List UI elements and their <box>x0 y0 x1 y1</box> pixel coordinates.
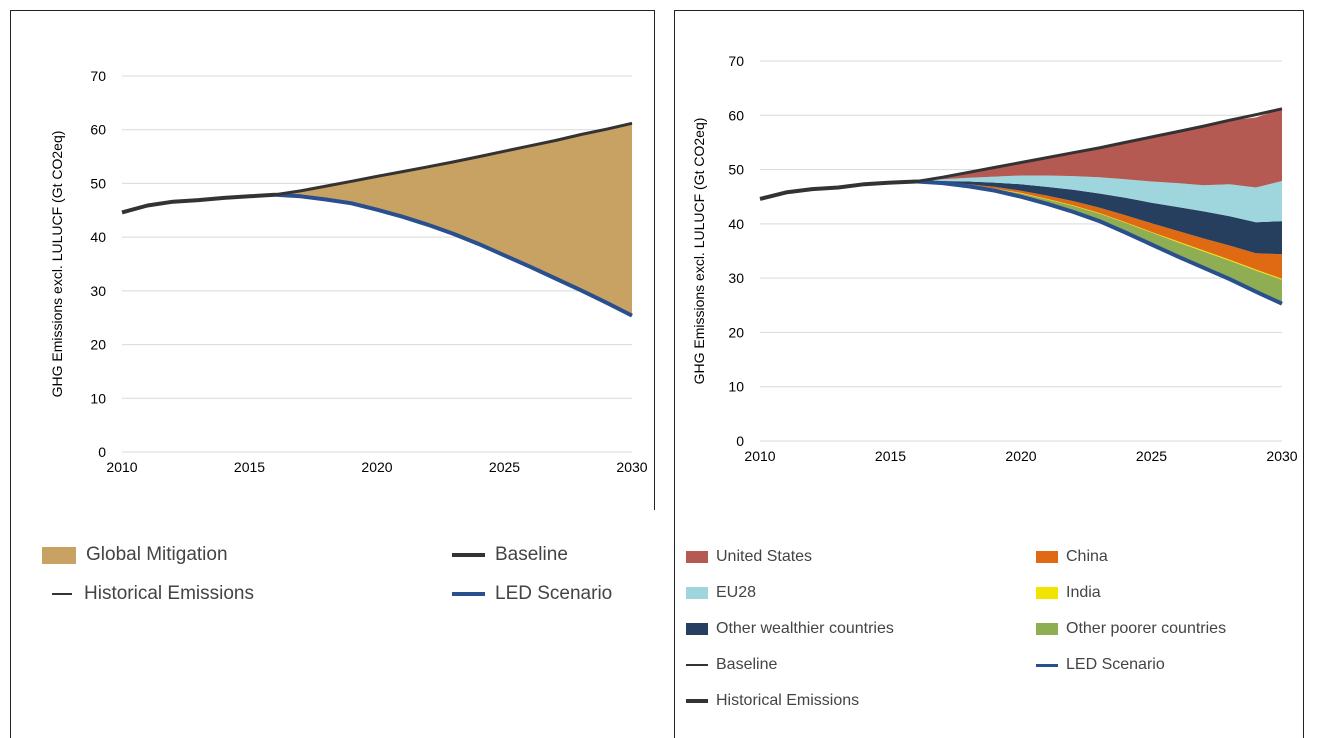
y-axis-label-right: GHG Emissions excl. LULUCF (Gt CO2eq) <box>691 118 707 385</box>
legend-label-led: LED Scenario <box>495 583 613 604</box>
historical-right-swatch <box>686 699 708 703</box>
legend-label-baseline-right: Baseline <box>716 656 778 673</box>
legend-item-historical: Historical Emissions <box>52 583 254 605</box>
area-other-wealthier-countries <box>916 181 1282 255</box>
y-axis-label-left: GHG Emissions excl. LULUCF (Gt CO2eq) <box>49 131 65 398</box>
x-tick-label-2015-left: 2015 <box>234 459 265 475</box>
x-tick-label-2010-right: 2010 <box>744 448 775 464</box>
y-tick-label-20-right: 20 <box>728 324 744 340</box>
y-tick-label-40-left: 40 <box>90 229 106 245</box>
legend-item-other-poorer: Other poorer countries <box>1036 620 1226 638</box>
x-tick-label-2025-right: 2025 <box>1136 448 1167 464</box>
y-tick-label-0-left: 0 <box>98 444 106 460</box>
legend-label-global-mitigation: Global Mitigation <box>86 544 228 565</box>
legend-item-other-wealthier: Other wealthier countries <box>686 620 894 638</box>
x-tick-label-2025-left: 2025 <box>489 459 520 475</box>
eu28-swatch <box>686 587 708 599</box>
x-tick-label-2015-right: 2015 <box>875 448 906 464</box>
legend-label-historical: Historical Emissions <box>84 583 254 604</box>
legend-item-india: India <box>1036 584 1101 602</box>
global-mitigation-area <box>275 123 632 316</box>
historical-swatch <box>52 593 72 595</box>
y-tick-label-60-left: 60 <box>90 122 106 138</box>
legend-label-india: India <box>1066 584 1101 601</box>
legend-label-led-right: LED Scenario <box>1066 656 1165 673</box>
other-poorer-swatch <box>1036 623 1058 635</box>
y-tick-label-30-left: 30 <box>90 283 106 299</box>
y-tick-label-60-right: 60 <box>728 107 744 123</box>
legend-item-led-right: LED Scenario <box>1036 656 1165 674</box>
legend-item-baseline: Baseline <box>452 544 568 566</box>
other-wealthier-swatch <box>686 623 708 635</box>
right-legend: United States EU28 Other wealthier count… <box>674 540 1304 730</box>
x-tick-label-2030-left: 2030 <box>616 459 647 475</box>
legend-item-global-mitigation: Global Mitigation <box>42 544 228 566</box>
india-swatch <box>1036 587 1058 599</box>
area-eu28 <box>916 175 1282 223</box>
legend-item-united-states: United States <box>686 548 812 566</box>
legend-item-baseline-right: Baseline <box>686 656 777 674</box>
legend-label-other-poorer: Other poorer countries <box>1066 620 1227 637</box>
global-mitigation-swatch <box>42 546 76 564</box>
baseline-line-right <box>916 107 1283 183</box>
right-frame-left-border <box>674 10 675 738</box>
y-tick-label-0-right: 0 <box>736 433 744 449</box>
led-right-swatch <box>1036 663 1058 667</box>
y-tick-label-50-left: 50 <box>90 175 106 191</box>
legend-label-china: China <box>1066 548 1108 565</box>
left-chart-panel: 0 10 20 30 40 50 60 70 2010 2015 2020 2025 2030 GHG E… <box>10 0 655 738</box>
led-swatch <box>452 592 485 596</box>
y-tick-label-40-right: 40 <box>728 216 744 232</box>
y-tick-label-10-right: 10 <box>728 379 744 395</box>
left-frame-left-border <box>10 10 11 738</box>
china-swatch <box>1036 551 1058 563</box>
led-scenario-line-right <box>916 179 1283 306</box>
legend-label-historical-right: Historical Emissions <box>716 692 860 709</box>
left-legend: Global Mitigation Historical Emissions B… <box>10 530 655 630</box>
y-tick-label-30-right: 30 <box>728 270 744 286</box>
y-tick-label-10-left: 10 <box>90 390 106 406</box>
legend-item-china: China <box>1036 548 1108 566</box>
historical-emissions-line <box>121 192 276 215</box>
historical-emissions-line-right <box>759 179 917 201</box>
legend-label-united-states: United States <box>716 548 813 565</box>
x-tick-label-2010-left: 2010 <box>106 459 137 475</box>
y-tick-label-50-right: 50 <box>728 162 744 178</box>
baseline-right-swatch <box>686 664 708 666</box>
left-frame-top-border <box>10 10 655 11</box>
legend-item-eu28: EU28 <box>686 584 756 602</box>
legend-item-led: LED Scenario <box>452 583 612 605</box>
x-tick-label-2020-left: 2020 <box>361 459 392 475</box>
right-frame-top-border <box>674 10 1304 11</box>
x-tick-label-2030-right: 2030 <box>1266 448 1297 464</box>
baseline-swatch <box>452 553 485 557</box>
left-frame-right-border <box>654 10 655 510</box>
y-tick-label-70-left: 70 <box>90 68 106 84</box>
legend-item-historical-right: Historical Emissions <box>686 692 859 710</box>
led-scenario-line <box>274 192 633 318</box>
legend-label-other-wealthier: Other wealthier countries <box>716 620 894 637</box>
x-tick-label-2020-right: 2020 <box>1005 448 1036 464</box>
y-tick-label-20-left: 20 <box>90 337 106 353</box>
right-frame-right-border <box>1303 10 1304 738</box>
y-tick-label-70-right: 70 <box>728 53 744 69</box>
baseline-line <box>274 121 633 197</box>
right-chart-panel: 0 10 20 30 40 50 60 70 2010 2015 2020 2025 2030 GHG E… <box>674 0 1304 738</box>
united-states-swatch <box>686 551 708 563</box>
legend-label-baseline: Baseline <box>495 544 568 565</box>
legend-label-eu28: EU28 <box>716 584 757 601</box>
